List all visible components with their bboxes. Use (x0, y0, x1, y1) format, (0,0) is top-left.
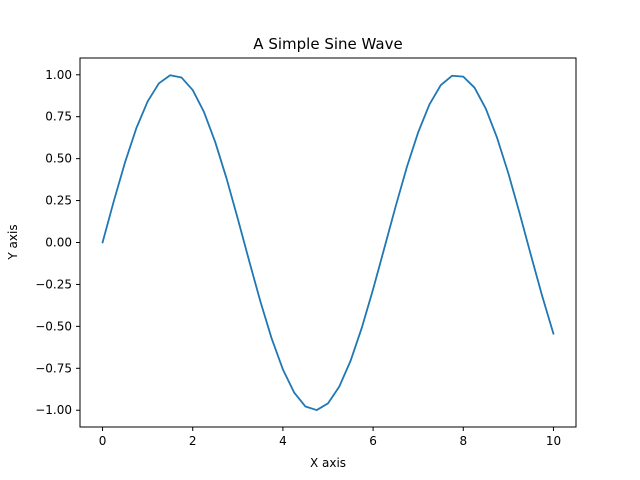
y-tick-label: 0.75 (45, 110, 72, 124)
y-tick-label: 0.00 (45, 236, 72, 250)
y-axis-ticks: −1.00 −0.75 −0.50 −0.25 0.00 0.25 0.50 0.75 1.00 (35, 68, 80, 417)
x-tick-label: 10 (546, 434, 561, 448)
y-tick-label: −0.50 (35, 319, 72, 333)
plot-area (79, 57, 577, 428)
x-axis-label: X axis (310, 456, 346, 470)
chart-title: A Simple Sine Wave (253, 35, 402, 53)
y-tick-label: 1.00 (45, 68, 72, 82)
x-tick-label: 2 (189, 434, 197, 448)
y-tick-label: −0.25 (35, 277, 72, 291)
x-axis-ticks: 0 2 4 6 8 10 (99, 427, 561, 448)
y-tick-label: 0.50 (45, 152, 72, 166)
y-axis-label: Y axis (6, 224, 20, 260)
x-tick-label: 6 (369, 434, 377, 448)
series-line-1 (101, 74, 555, 411)
x-tick-label: 8 (459, 434, 467, 448)
x-tick-label: 0 (99, 434, 107, 448)
x-tick-label: 4 (279, 434, 287, 448)
y-tick-label: 0.25 (45, 194, 72, 208)
y-tick-label: −1.00 (35, 403, 72, 417)
y-tick-label: −0.75 (35, 361, 72, 375)
plot-background (80, 58, 576, 427)
